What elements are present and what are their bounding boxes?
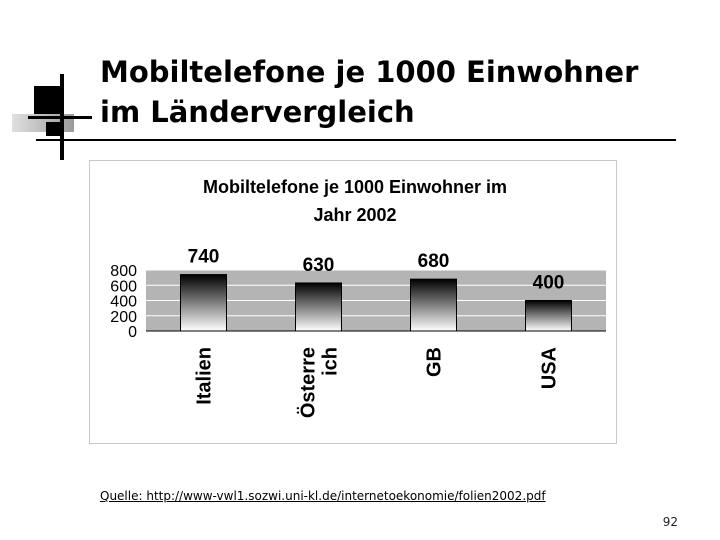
x-tick-label: Österre	[297, 347, 320, 418]
slide-title: Mobiltelefone je 1000 Einwohner im Lände…	[100, 52, 710, 132]
bar	[525, 300, 572, 332]
chart-frame: Mobiltelefone je 1000 Einwohner im Jahr …	[89, 160, 617, 444]
page-number: 92	[662, 515, 678, 529]
title-underline	[36, 139, 676, 141]
y-tick-label: 200	[110, 309, 137, 326]
y-tick-label: 800	[110, 263, 137, 280]
bar	[180, 274, 227, 332]
x-tick-label: GB	[424, 347, 446, 377]
data-label: 740	[188, 247, 220, 268]
decorative-square	[34, 86, 62, 114]
y-tick-label: 0	[128, 324, 137, 341]
x-tick-label: Italien	[194, 347, 216, 405]
x-tick-label: USA	[539, 347, 561, 389]
chart-title-line-1: Mobiltelefone je 1000 Einwohner im	[203, 177, 507, 197]
bar	[410, 278, 457, 332]
bar	[295, 282, 342, 332]
slide-title-line-2: im Ländervergleich	[100, 95, 415, 129]
slide-title-line-1: Mobiltelefone je 1000 Einwohner	[100, 55, 639, 89]
data-label: 400	[533, 273, 565, 294]
source-citation: Quelle: http://www-vwl1.sozwi.uni-kl.de/…	[100, 489, 546, 503]
decorative-square-small	[46, 122, 60, 136]
chart-title-line-2: Jahr 2002	[313, 205, 396, 225]
decorative-cross-horizontal	[28, 116, 92, 119]
data-label: 630	[303, 255, 335, 276]
bar-chart: Mobiltelefone je 1000 Einwohner im Jahr …	[110, 177, 606, 418]
y-tick-label: 600	[110, 278, 137, 295]
x-tick-label: ich	[320, 347, 342, 376]
y-tick-label: 400	[110, 294, 137, 311]
data-label: 680	[418, 251, 450, 272]
